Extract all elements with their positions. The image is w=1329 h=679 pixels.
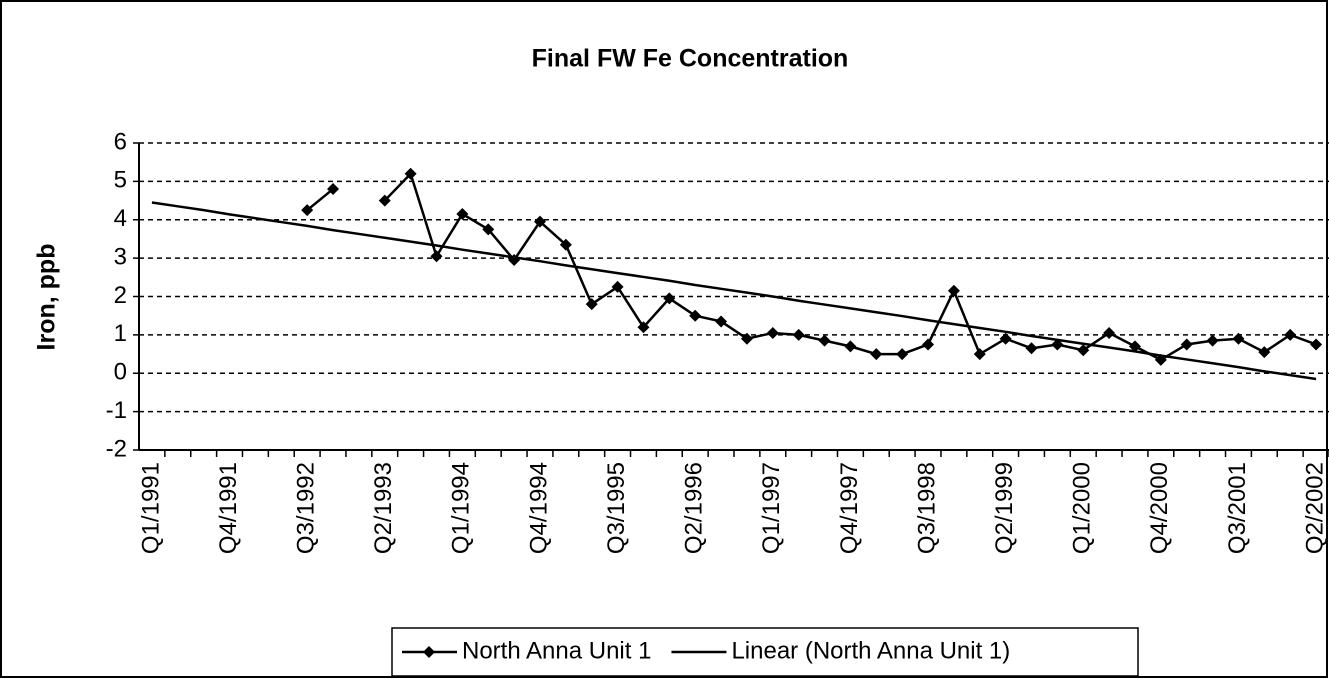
marker bbox=[766, 326, 779, 339]
marker bbox=[844, 340, 857, 353]
marker bbox=[792, 328, 805, 341]
x-tick-label: Q3/2001 bbox=[1224, 462, 1251, 554]
marker bbox=[973, 348, 986, 361]
chart-title: Final FW Fe Concentration bbox=[532, 45, 849, 73]
x-tick-label: Q2/1996 bbox=[681, 462, 708, 554]
marker bbox=[533, 215, 546, 228]
y-tick-label: 2 bbox=[114, 282, 127, 309]
marker bbox=[1077, 344, 1090, 357]
marker bbox=[1258, 346, 1271, 359]
y-tick-label: -1 bbox=[106, 397, 127, 424]
marker bbox=[947, 284, 960, 297]
marker bbox=[482, 223, 495, 236]
y-tick-label: 0 bbox=[114, 359, 127, 386]
marker bbox=[1232, 332, 1245, 345]
marker bbox=[1284, 328, 1297, 341]
x-tick-label: Q2/1999 bbox=[991, 462, 1018, 554]
marker bbox=[740, 332, 753, 345]
legend-box bbox=[391, 627, 1139, 677]
marker bbox=[559, 238, 572, 251]
x-tick-label: Q3/1995 bbox=[603, 462, 630, 554]
marker bbox=[922, 338, 935, 351]
y-tick-label: 4 bbox=[114, 205, 127, 232]
marker bbox=[896, 348, 909, 361]
marker bbox=[1025, 342, 1038, 355]
marker bbox=[870, 348, 883, 361]
marker bbox=[404, 167, 417, 180]
marker bbox=[689, 309, 702, 322]
marker bbox=[1103, 326, 1116, 339]
marker bbox=[1180, 338, 1193, 351]
marker bbox=[1310, 338, 1323, 351]
marker bbox=[378, 194, 391, 207]
y-tick-label: 3 bbox=[114, 243, 127, 270]
marker bbox=[611, 280, 624, 293]
x-tick-label: Q2/1993 bbox=[370, 462, 397, 554]
x-tick-label: Q4/2000 bbox=[1146, 462, 1173, 554]
x-tick-label: Q2/2002 bbox=[1301, 462, 1328, 554]
marker bbox=[663, 292, 676, 305]
marker bbox=[327, 183, 340, 196]
x-tick-label: Q3/1992 bbox=[292, 462, 319, 554]
legend-label: North Anna Unit 1 bbox=[462, 637, 651, 664]
series-line bbox=[306, 171, 1317, 362]
x-tick-label: Q1/1991 bbox=[137, 462, 164, 554]
x-tick-label: Q4/1997 bbox=[836, 462, 863, 554]
y-tick-label: -2 bbox=[106, 435, 127, 462]
x-tick-label: Q1/1997 bbox=[758, 462, 785, 554]
x-tick-label: Q1/2000 bbox=[1069, 462, 1096, 554]
marker bbox=[637, 321, 650, 334]
y-tick-label: 1 bbox=[114, 320, 127, 347]
marker bbox=[301, 204, 314, 217]
marker bbox=[585, 298, 598, 311]
marker bbox=[999, 332, 1012, 345]
x-tick-label: Q3/1998 bbox=[913, 462, 940, 554]
marker bbox=[818, 334, 831, 347]
legend-label: Linear (North Anna Unit 1) bbox=[731, 637, 1010, 664]
marker bbox=[1128, 340, 1141, 353]
marker bbox=[456, 207, 469, 220]
y-tick-label: 6 bbox=[114, 128, 127, 155]
x-tick-label: Q1/1994 bbox=[448, 462, 475, 554]
marker bbox=[715, 315, 728, 328]
y-tick-label: 5 bbox=[114, 167, 127, 194]
y-axis-label: Iron, ppb bbox=[33, 244, 61, 351]
marker bbox=[1206, 334, 1219, 347]
marker bbox=[430, 250, 443, 263]
legend-marker bbox=[423, 646, 435, 658]
x-tick-label: Q4/1991 bbox=[215, 462, 242, 554]
series-line bbox=[151, 201, 1317, 381]
x-tick-label: Q4/1994 bbox=[525, 462, 552, 554]
